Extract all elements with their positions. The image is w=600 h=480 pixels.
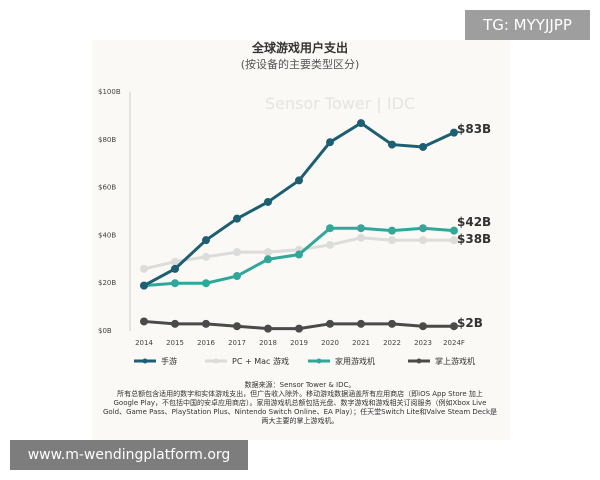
x-tick-label: 2015	[166, 339, 184, 347]
data-point	[171, 257, 179, 266]
x-tick-label: 2022	[383, 339, 401, 347]
legend-marker	[213, 358, 219, 364]
footnote-line: 所有总额包含适用的数字和实体游戏支出，但广告收入除外。移动游戏数据涵盖所有应用商…	[117, 389, 483, 398]
data-point	[419, 322, 427, 331]
data-point	[326, 319, 334, 328]
data-point	[233, 248, 241, 257]
data-point	[233, 214, 241, 223]
data-point	[450, 128, 458, 137]
watermark-top: TG: MYYJJPP	[465, 10, 590, 40]
data-point	[388, 140, 396, 149]
data-point	[419, 142, 427, 151]
data-point	[388, 236, 396, 245]
data-point	[326, 224, 334, 233]
legend-label: PC + Mac 游戏	[232, 356, 289, 366]
data-point	[140, 264, 148, 273]
y-tick-label: $80B	[98, 136, 116, 144]
x-tick-label: 2023	[414, 339, 432, 347]
footnote-line: Google Play，不包括中国的安卓应用商店）。家用游戏机总额包括光盘、数字…	[114, 398, 487, 407]
chart-subtitle: (按设备的主要类型区分)	[241, 57, 360, 71]
x-tick-label: 2020	[321, 339, 339, 347]
footnote-line: 两大主要的掌上游戏机。	[262, 416, 339, 425]
x-tick-label: 2019	[290, 339, 308, 347]
x-tick-label: 2024F	[443, 339, 465, 347]
data-point	[388, 319, 396, 328]
data-point	[202, 319, 210, 328]
data-point	[357, 233, 365, 242]
data-point	[326, 240, 334, 249]
data-point	[171, 319, 179, 328]
legend-label: 手游	[161, 356, 177, 366]
data-point	[450, 226, 458, 235]
data-point	[419, 236, 427, 245]
x-tick-label: 2017	[228, 339, 246, 347]
data-point	[140, 317, 148, 326]
data-point	[264, 248, 272, 257]
source-note: 数据来源：Sensor Tower & IDC。	[245, 380, 356, 389]
legend-label: 家用游戏机	[335, 356, 375, 366]
data-point	[264, 255, 272, 264]
data-point	[140, 281, 148, 290]
legend-marker	[142, 358, 148, 364]
data-point	[388, 226, 396, 235]
y-tick-label: $0B	[98, 327, 112, 335]
data-point	[357, 319, 365, 328]
y-tick-label: $40B	[98, 231, 116, 239]
data-point	[202, 252, 210, 261]
data-point	[264, 324, 272, 333]
data-point	[295, 176, 303, 185]
data-point	[264, 197, 272, 206]
data-point	[295, 324, 303, 333]
legend-marker	[416, 358, 422, 364]
data-point	[450, 322, 458, 331]
end-value-label: $83B	[457, 122, 491, 136]
data-point	[326, 138, 334, 147]
legend-label: 掌上游戏机	[435, 356, 475, 366]
y-tick-label: $100B	[98, 88, 121, 96]
watermark-url: www.m-wendingplatform.org	[10, 440, 248, 470]
legend-marker	[316, 358, 322, 364]
x-tick-label: 2018	[259, 339, 277, 347]
x-tick-label: 2016	[197, 339, 215, 347]
x-tick-label: 2021	[352, 339, 370, 347]
data-point	[202, 279, 210, 288]
data-point	[233, 272, 241, 281]
data-point	[357, 224, 365, 233]
data-point	[419, 224, 427, 233]
data-point	[357, 119, 365, 128]
data-point	[202, 236, 210, 245]
data-point	[295, 250, 303, 259]
footnote-line: Gold、Game Pass、PlayStation Plus、Nintendo…	[103, 407, 497, 416]
end-value-label: $38B	[457, 232, 491, 246]
x-tick-label: 2014	[135, 339, 153, 347]
data-point	[233, 322, 241, 331]
data-point	[171, 264, 179, 273]
series-line	[143, 121, 455, 287]
sensor-tower-idc-logo: Sensor Tower | IDC	[265, 94, 415, 113]
chart-title: 全球游戏用户支出	[251, 40, 348, 55]
data-point	[171, 279, 179, 288]
end-value-label: $42B	[457, 215, 491, 229]
end-value-label: $2B	[457, 316, 483, 330]
y-tick-label: $60B	[98, 184, 116, 192]
y-tick-label: $20B	[98, 279, 116, 287]
data-point	[450, 236, 458, 245]
